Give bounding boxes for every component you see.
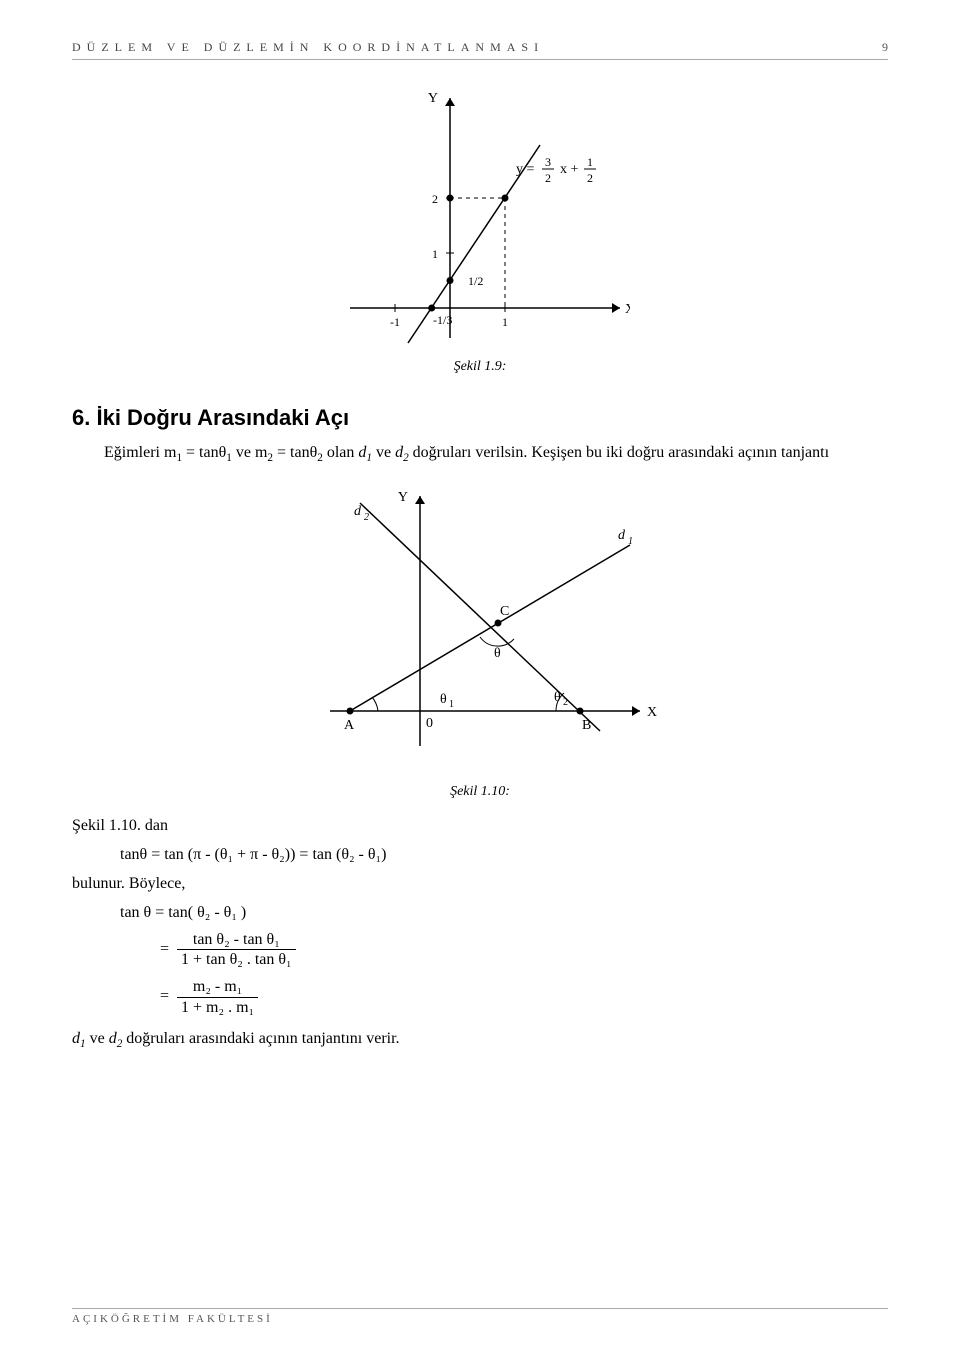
svg-text:d: d	[354, 504, 362, 519]
text: d	[395, 444, 403, 461]
section-heading: 6. İki Doğru Arasındaki Açı	[72, 405, 888, 431]
svg-text:C: C	[500, 604, 509, 619]
page-number: 9	[882, 40, 888, 55]
section-number: 6.	[72, 405, 90, 430]
fraction: m₂ - m₁ 1 + m₂ . m₁	[177, 977, 258, 1016]
svg-text:2: 2	[545, 171, 551, 185]
footer-rule	[72, 1308, 888, 1309]
svg-text:0: 0	[426, 716, 433, 731]
svg-text:X: X	[625, 302, 630, 317]
figure-1-9-caption: Şekil 1.9:	[72, 359, 888, 375]
text: ve m	[232, 444, 268, 461]
figure-1-10-svg: X Y 0 d 1 d 2 A B C θ θ 1	[300, 481, 660, 761]
text: doğruları arasındaki açının tanjantını v…	[122, 1030, 399, 1047]
text: d	[72, 1030, 80, 1047]
running-head: DÜZLEM VE DÜZLEMİN KOORDİNATLANMASI 9	[72, 40, 888, 55]
svg-text:X: X	[647, 705, 657, 720]
line-sekil-dan: Şekil 1.10. dan	[72, 814, 888, 838]
section-title: İki Doğru Arasındaki Açı	[96, 405, 349, 430]
figure-1-10-caption: Şekil 1.10:	[72, 784, 888, 800]
figure-1-10: X Y 0 d 1 d 2 A B C θ θ 1	[72, 481, 888, 800]
text: = tanθ	[273, 444, 317, 461]
header-rule	[72, 59, 888, 60]
svg-text:x +: x +	[560, 162, 579, 177]
equation-4: = m₂ - m₁ 1 + m₂ . m₁	[160, 977, 888, 1016]
text: Eğimleri m	[104, 444, 176, 461]
numerator: tan θ₂ - tan θ₁	[177, 930, 296, 949]
svg-text:1: 1	[432, 247, 438, 261]
eq-prefix: =	[160, 940, 173, 957]
svg-text:Y: Y	[398, 490, 408, 505]
text: olan	[323, 444, 359, 461]
equation-1: tanθ = tan (π - (θ₁ + π - θ₂)) = tan (θ₂…	[120, 846, 888, 864]
svg-text:-1/3: -1/3	[433, 313, 452, 327]
text: d	[109, 1030, 117, 1047]
footer-text: AÇIKÖĞRETİM FAKÜLTESİ	[72, 1313, 888, 1325]
svg-text:2: 2	[432, 192, 438, 206]
figure-1-9: X Y -1 1 1 2 1/2 -1/3 y =	[72, 88, 888, 375]
svg-text:1: 1	[449, 699, 454, 710]
equation-3: = tan θ₂ - tan θ₁ 1 + tan θ₂ . tan θ₁	[160, 930, 888, 969]
fraction: tan θ₂ - tan θ₁ 1 + tan θ₂ . tan θ₁	[177, 930, 296, 969]
equation-2: tan θ = tan( θ₂ - θ₁ )	[120, 904, 888, 922]
svg-text:A: A	[344, 718, 355, 733]
running-title: DÜZLEM VE DÜZLEMİN KOORDİNATLANMASI	[72, 40, 544, 55]
svg-text:3: 3	[545, 155, 551, 169]
svg-text:1: 1	[628, 536, 633, 547]
svg-text:Y: Y	[428, 91, 438, 106]
intro-paragraph: Eğimleri m1 = tanθ1 ve m2 = tanθ2 olan d…	[72, 441, 888, 467]
denominator: 1 + tan θ₂ . tan θ₁	[177, 949, 296, 969]
svg-text:1: 1	[587, 155, 593, 169]
svg-text:1/2: 1/2	[468, 274, 483, 288]
text: doğruları verilsin. Keşişen bu iki doğru…	[409, 444, 829, 461]
svg-text:2: 2	[364, 512, 369, 523]
svg-text:d: d	[618, 528, 626, 543]
svg-text:-1: -1	[390, 315, 400, 329]
text: ve	[86, 1030, 109, 1047]
svg-text:θ: θ	[440, 692, 447, 707]
svg-text:2: 2	[563, 697, 568, 708]
svg-text:θ: θ	[494, 646, 501, 661]
denominator: 1 + m₂ . m₁	[177, 997, 258, 1017]
figure-1-9-svg: X Y -1 1 1 2 1/2 -1/3 y =	[330, 88, 630, 348]
numerator: m₂ - m₁	[177, 977, 258, 996]
svg-text:B: B	[582, 718, 591, 733]
svg-text:y =: y =	[516, 162, 535, 177]
page-footer: AÇIKÖĞRETİM FAKÜLTESİ	[72, 1308, 888, 1325]
eq-prefix: =	[160, 988, 173, 1005]
svg-text:1: 1	[502, 315, 508, 329]
line-bulunur: bulunur. Böylece,	[72, 872, 888, 896]
text: = tanθ	[182, 444, 226, 461]
svg-text:θ: θ	[554, 690, 561, 705]
text: ve	[372, 444, 395, 461]
svg-text:2: 2	[587, 171, 593, 185]
final-line: d1 ve d2 doğruları arasındaki açının tan…	[72, 1027, 888, 1053]
